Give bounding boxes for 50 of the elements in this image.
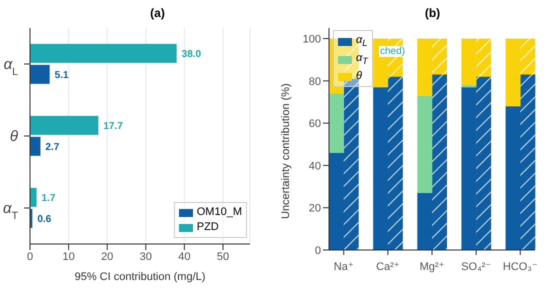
x-tick-label: 50	[216, 250, 230, 263]
x-tick-label: Na⁺	[334, 261, 354, 273]
data-label: 17.7	[103, 120, 124, 132]
x-axis-title: 95% CI contribution (mg/L)	[74, 271, 206, 283]
bar	[30, 44, 177, 63]
y-tick-label: 60	[308, 118, 321, 130]
bar	[329, 152, 344, 250]
y-tick-label: 80	[308, 76, 321, 88]
bar	[417, 192, 432, 250]
legend-label: α$_{T}$	[356, 51, 368, 68]
bar	[30, 116, 98, 135]
annotation: ched)	[380, 46, 406, 57]
bar	[30, 188, 37, 207]
bar	[417, 38, 432, 96]
bar	[373, 87, 388, 250]
y-tick-label: α$_{T}$	[3, 200, 19, 222]
x-tick-label: 20	[101, 250, 114, 263]
legend-label: θ	[356, 69, 362, 84]
y-tick-label: θ	[10, 128, 18, 145]
x-tick-label: SO₄²⁻	[461, 261, 492, 273]
y-axis-title: Uncertainty contribution (%)	[280, 83, 292, 219]
bar	[329, 94, 344, 153]
bar	[506, 106, 521, 250]
bar	[30, 64, 50, 84]
y-tick-label: 40	[308, 160, 321, 172]
legend-label: α$_{L}$	[356, 33, 368, 50]
x-tick-label: 40	[178, 250, 191, 263]
y-tick-label: 100	[302, 33, 321, 46]
x-tick-label: Ca²⁺	[376, 261, 400, 273]
x-tick-label: 30	[140, 250, 152, 263]
legend-label: OM10_M	[196, 205, 242, 220]
data-label: 2.7	[45, 142, 60, 153]
y-tick-label: 20	[308, 202, 321, 215]
legend-label: PZD	[196, 220, 219, 235]
y-tick-label: α$_{L}$	[4, 56, 18, 78]
x-tick-label: 0	[26, 250, 34, 263]
data-label: 0.6	[37, 214, 52, 225]
bar	[461, 87, 476, 250]
x-tick-label: Mg²⁺	[420, 261, 445, 273]
data-label: 38.0	[182, 48, 202, 60]
bar	[506, 38, 521, 106]
chart-title: (b)	[424, 6, 440, 20]
x-tick-label: 10	[62, 250, 75, 263]
bar	[461, 38, 476, 86]
data-label: 5.1	[54, 70, 70, 81]
data-label: 1.7	[42, 192, 56, 204]
bar	[417, 96, 432, 193]
chart-title: (a)	[150, 6, 165, 20]
x-tick-label: HCO₃⁻	[502, 261, 538, 273]
bar	[30, 136, 40, 156]
